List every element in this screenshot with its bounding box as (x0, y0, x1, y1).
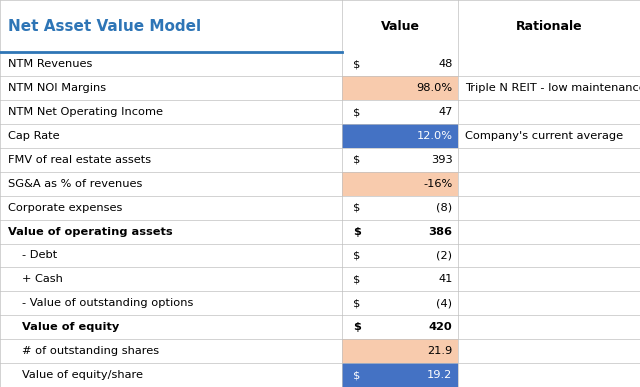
Bar (0, 172, 342, 196)
Text: 420: 420 (429, 322, 452, 332)
Bar (342, 339, 458, 363)
Text: Net Asset Value Model: Net Asset Value Model (8, 19, 201, 34)
Bar (342, 76, 458, 100)
Bar (458, 0, 640, 52)
Text: 393: 393 (431, 155, 452, 165)
Bar (458, 291, 640, 315)
Text: SG&A as % of revenues: SG&A as % of revenues (8, 179, 142, 189)
Text: (8): (8) (436, 203, 452, 213)
Bar (458, 52, 640, 76)
Bar (458, 220, 640, 243)
Bar (458, 339, 640, 363)
Bar (458, 124, 640, 148)
Bar (342, 291, 458, 315)
Text: $: $ (353, 322, 360, 332)
Bar (342, 0, 458, 52)
Bar (0, 100, 342, 124)
Bar (342, 52, 458, 76)
Bar (342, 100, 458, 124)
Text: Cap Rate: Cap Rate (8, 131, 60, 141)
Text: Triple N REIT - low maintenance spend: Triple N REIT - low maintenance spend (465, 83, 640, 93)
Text: $: $ (353, 226, 360, 236)
Bar (0, 220, 342, 243)
Bar (342, 267, 458, 291)
Bar (0, 52, 342, 76)
Bar (342, 148, 458, 172)
Text: $: $ (353, 250, 360, 260)
Text: 47: 47 (438, 107, 452, 117)
Text: Rationale: Rationale (515, 20, 582, 33)
Bar (0, 291, 342, 315)
Bar (0, 315, 342, 339)
Bar (0, 148, 342, 172)
Text: Value: Value (381, 20, 419, 33)
Text: 98.0%: 98.0% (417, 83, 452, 93)
Bar (0, 243, 342, 267)
Text: NTM Net Operating Income: NTM Net Operating Income (8, 107, 163, 117)
Text: $: $ (353, 59, 360, 69)
Bar (458, 100, 640, 124)
Text: 19.2: 19.2 (428, 370, 452, 380)
Text: 48: 48 (438, 59, 452, 69)
Bar (0, 0, 342, 52)
Text: $: $ (353, 274, 360, 284)
Bar (342, 363, 458, 387)
Bar (342, 243, 458, 267)
Text: FMV of real estate assets: FMV of real estate assets (8, 155, 151, 165)
Text: NTM Revenues: NTM Revenues (8, 59, 92, 69)
Text: Value of equity: Value of equity (22, 322, 120, 332)
Text: $: $ (353, 107, 360, 117)
Text: 41: 41 (438, 274, 452, 284)
Text: -16%: -16% (423, 179, 452, 189)
Bar (342, 196, 458, 220)
Text: 21.9: 21.9 (428, 346, 452, 356)
Text: - Value of outstanding options: - Value of outstanding options (22, 298, 194, 308)
Bar (458, 267, 640, 291)
Bar (458, 243, 640, 267)
Text: (4): (4) (436, 298, 452, 308)
Text: $: $ (353, 370, 360, 380)
Text: - Debt: - Debt (22, 250, 58, 260)
Text: $: $ (353, 298, 360, 308)
Text: NTM NOI Margins: NTM NOI Margins (8, 83, 106, 93)
Bar (0, 124, 342, 148)
Bar (0, 196, 342, 220)
Text: Value of equity/share: Value of equity/share (22, 370, 143, 380)
Bar (0, 76, 342, 100)
Bar (0, 339, 342, 363)
Text: (2): (2) (436, 250, 452, 260)
Bar (0, 363, 342, 387)
Bar (342, 124, 458, 148)
Bar (458, 172, 640, 196)
Bar (458, 76, 640, 100)
Bar (458, 363, 640, 387)
Text: Corporate expenses: Corporate expenses (8, 203, 122, 213)
Bar (458, 196, 640, 220)
Text: $: $ (353, 155, 360, 165)
Text: # of outstanding shares: # of outstanding shares (22, 346, 159, 356)
Bar (458, 148, 640, 172)
Bar (458, 315, 640, 339)
Text: Value of operating assets: Value of operating assets (8, 226, 172, 236)
Text: 12.0%: 12.0% (417, 131, 452, 141)
Bar (0, 267, 342, 291)
Bar (342, 172, 458, 196)
Text: $: $ (353, 203, 360, 213)
Bar (342, 220, 458, 243)
Text: + Cash: + Cash (22, 274, 63, 284)
Text: Company's current average: Company's current average (465, 131, 623, 141)
Bar (342, 315, 458, 339)
Text: 386: 386 (429, 226, 452, 236)
